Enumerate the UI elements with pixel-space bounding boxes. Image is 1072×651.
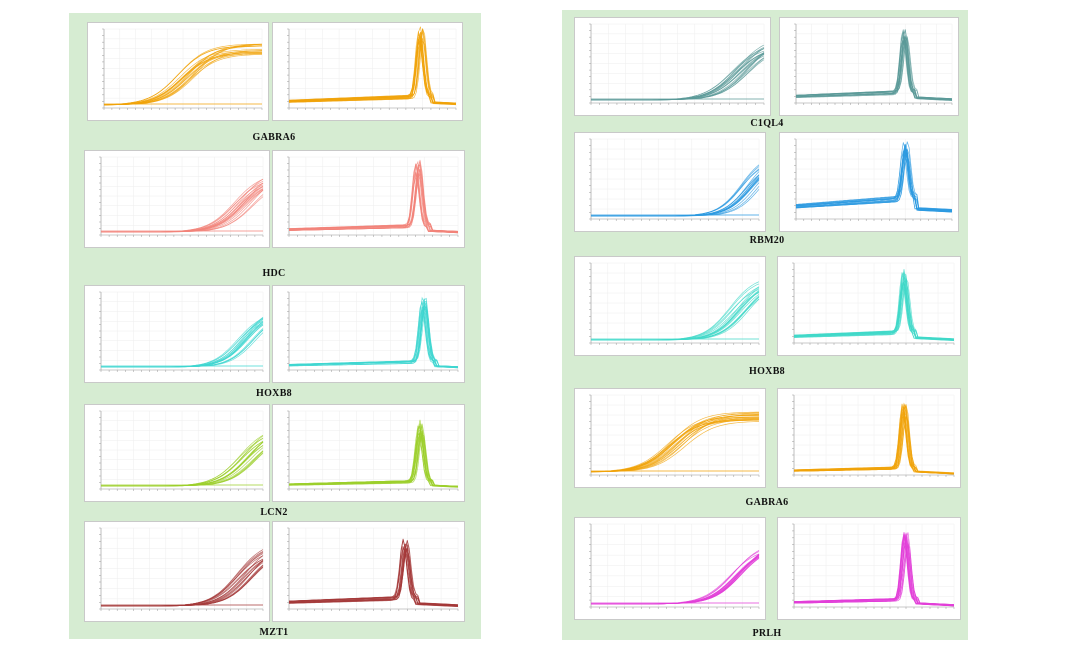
melt-curve	[793, 273, 955, 340]
melt-curve	[289, 164, 459, 232]
amplification-plot-gabra6	[87, 22, 269, 121]
amplification-chart	[99, 291, 264, 372]
melt-curve	[795, 151, 953, 211]
melt-curve	[288, 38, 457, 104]
melt-curve	[793, 284, 955, 341]
melt-chart	[792, 394, 955, 477]
melt-curve	[288, 540, 459, 605]
melt-curve	[288, 36, 457, 106]
amplification-chart	[589, 394, 760, 477]
melt-curve-plot-hdc	[272, 150, 465, 248]
gene-label-hoxb8: HOXB8	[256, 388, 292, 399]
amplification-curve	[101, 566, 264, 607]
melt-chart	[287, 527, 459, 611]
melt-curve	[793, 408, 955, 475]
melt-curve	[795, 143, 953, 212]
amplification-chart	[589, 262, 760, 345]
amplification-plot-hdc	[84, 150, 270, 248]
gene-label-mzt1: MZT1	[259, 627, 289, 638]
melt-chart	[287, 26, 457, 110]
gene-label-rbm20: RBM20	[749, 235, 785, 246]
melt-curve	[793, 532, 955, 606]
melt-chart	[287, 410, 459, 491]
amplification-plot-gabra6-right	[574, 388, 766, 488]
amplification-plot-rbm20	[574, 132, 766, 232]
melt-curve	[288, 551, 459, 607]
amplification-plot-hoxb8	[84, 285, 270, 383]
gene-label-hoxb8-right: HOXB8	[749, 366, 785, 377]
amplification-curve	[103, 43, 262, 106]
melt-curve	[288, 32, 456, 104]
melt-curve	[289, 423, 459, 487]
amplification-curve	[591, 189, 760, 217]
amplification-curve	[591, 554, 760, 605]
melt-curve	[288, 546, 459, 608]
melt-curve	[795, 29, 953, 100]
melt-curve-plot-prlh	[777, 517, 961, 620]
melt-curve-plot-hoxb8-right	[777, 256, 961, 356]
melt-curve	[289, 168, 459, 233]
gene-label-prlh: PRLH	[752, 628, 782, 639]
melt-curve	[794, 413, 955, 474]
gene-label-gabra6-right: GABRA6	[745, 497, 789, 508]
amplification-chart	[589, 23, 765, 105]
melt-chart	[287, 291, 459, 372]
melt-curve	[796, 39, 953, 101]
melt-curve	[288, 306, 459, 367]
amplification-chart	[99, 156, 264, 237]
amplification-plot-prlh	[574, 517, 766, 620]
gene-label-c1ql4: C1QL4	[750, 118, 784, 129]
amplification-plot-lcn2	[84, 404, 270, 502]
melt-chart	[794, 23, 953, 105]
melt-curve	[288, 545, 459, 606]
melt-curve	[795, 149, 953, 211]
melt-curve	[794, 406, 955, 474]
amplification-curve	[591, 290, 760, 341]
melt-curve	[793, 535, 955, 606]
melt-curve	[795, 152, 953, 213]
melt-curve	[289, 430, 459, 488]
gene-label-gabra6: GABRA6	[252, 132, 296, 143]
melt-curve	[288, 300, 459, 368]
melt-curve	[794, 532, 955, 607]
melt-chart	[792, 262, 955, 345]
melt-curve-plot-mzt1	[272, 521, 465, 622]
melt-curve-plot-c1ql4	[779, 17, 959, 116]
amplification-chart	[99, 410, 264, 491]
melt-curve-plot-gabra6-right	[777, 388, 961, 488]
amplification-chart	[102, 28, 263, 110]
melt-chart	[792, 523, 955, 609]
amplification-chart	[99, 527, 264, 611]
amplification-plot-c1ql4	[574, 17, 771, 116]
amplification-curve	[590, 419, 759, 473]
amplification-plot-hoxb8-right	[574, 256, 766, 356]
melt-curve-plot-lcn2	[272, 404, 465, 502]
gene-label-hdc: HDC	[262, 268, 286, 279]
amplification-chart	[589, 523, 760, 609]
melt-curve	[288, 28, 457, 105]
melt-curve	[795, 36, 953, 101]
melt-curve	[796, 29, 953, 100]
amplification-plot-mzt1	[84, 521, 270, 622]
melt-curve-plot-rbm20	[779, 132, 959, 232]
amplification-curve	[101, 324, 264, 368]
melt-curve-plot-gabra6	[272, 22, 463, 121]
amplification-chart	[589, 138, 760, 221]
melt-chart	[794, 138, 953, 221]
melt-chart	[287, 156, 459, 237]
amplification-curve	[101, 189, 264, 233]
melt-curve	[289, 302, 459, 369]
gene-label-lcn2: LCN2	[260, 507, 288, 518]
melt-curve	[793, 271, 955, 341]
melt-curve-plot-hoxb8	[272, 285, 465, 383]
melt-curve	[288, 165, 459, 234]
melt-curve	[795, 145, 953, 213]
